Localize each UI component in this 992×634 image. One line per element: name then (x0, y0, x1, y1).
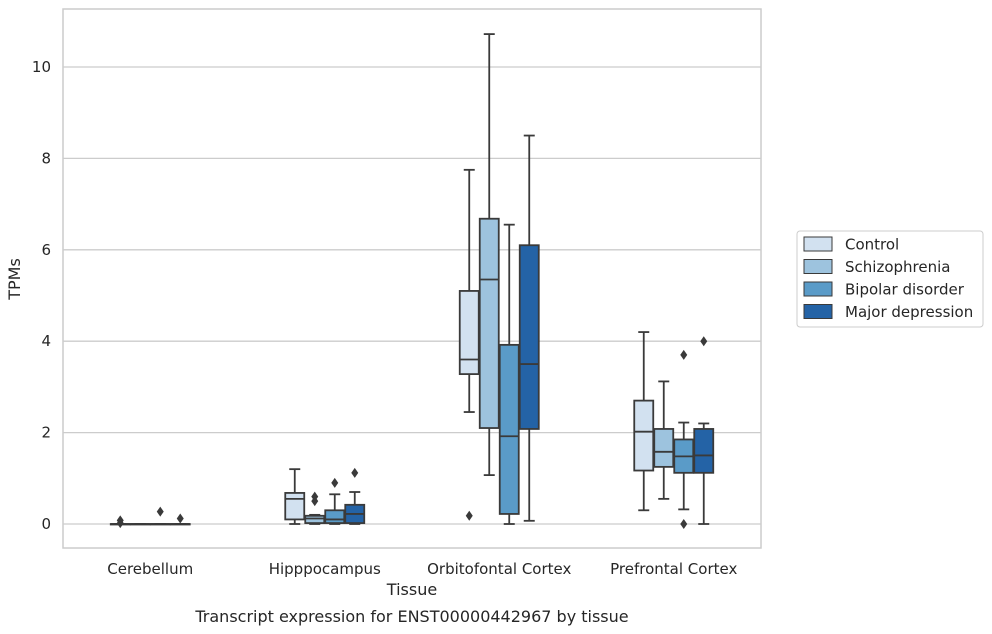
box-iqr (653, 428, 675, 468)
y-axis-title: TPMs (5, 258, 24, 301)
legend-swatch (803, 236, 833, 252)
box-group (653, 380, 675, 500)
box-group (498, 223, 520, 525)
box-group (129, 523, 151, 526)
gridlines (63, 66, 761, 525)
legend-label: Control (845, 236, 899, 254)
box-group (478, 33, 500, 477)
legend-label: Schizophrenia (845, 258, 950, 276)
box-group (304, 491, 326, 525)
y-axis-ticks: 0 2 4 6 8 10 (32, 58, 51, 533)
box-iqr (284, 492, 306, 521)
box-group (149, 506, 171, 526)
box-iqr (518, 244, 540, 430)
outlier-point (156, 506, 164, 517)
y-tick-label: 4 (41, 332, 51, 350)
box-group (693, 336, 715, 525)
plot-frame (62, 8, 762, 549)
outlier-point (700, 336, 708, 347)
outlier-point (351, 467, 359, 478)
outlier-point (176, 513, 184, 524)
x-axis-title: Tissue (386, 580, 437, 599)
box-iqr (498, 343, 520, 515)
box-group (344, 467, 366, 525)
y-tick-label: 6 (41, 241, 51, 259)
y-tick-label: 10 (32, 58, 51, 76)
outlier-point (116, 518, 124, 529)
box-iqr (304, 514, 326, 524)
legend-label: Bipolar disorder (845, 281, 965, 299)
x-axis-ticks: Cerebellum Hipppocampus Orbitofontal Corte… (107, 560, 737, 578)
box-iqr (633, 399, 655, 472)
box-group (633, 331, 655, 512)
x-tick-label: Orbitofontal Cortex (427, 560, 571, 578)
y-tick-label: 2 (41, 424, 51, 442)
legend-swatch (803, 281, 833, 297)
box-iqr (478, 217, 500, 429)
outlier-point (680, 519, 688, 529)
outlier-point (465, 510, 473, 521)
box-iqr (324, 509, 346, 524)
box-group (324, 477, 346, 525)
box-group (673, 349, 695, 529)
box-group (518, 134, 540, 522)
box-iqr (693, 428, 715, 474)
legend-swatch (803, 259, 833, 274)
legend-frame (796, 230, 984, 328)
box-group (284, 468, 306, 525)
box-iqr (458, 290, 480, 376)
box-group (169, 513, 191, 526)
box-group (458, 168, 480, 521)
legend-swatch (803, 304, 833, 319)
x-tick-label: Prefrontal Cortex (610, 560, 737, 578)
box-group (109, 515, 131, 529)
x-tick-label: Hipppocampus (269, 560, 381, 578)
chart-caption: Transcript expression for ENST0000044296… (194, 607, 628, 626)
legend: Control Schizophrenia Bipolar disorder Majo… (796, 230, 984, 328)
y-tick-label: 0 (41, 515, 51, 533)
outlier-point (331, 477, 339, 488)
legend-label: Major depression (845, 303, 973, 321)
outlier-point (680, 349, 688, 360)
outlier-point (311, 496, 319, 507)
box-series (109, 33, 715, 529)
x-tick-label: Cerebellum (107, 560, 193, 578)
y-tick-label: 8 (41, 149, 51, 167)
